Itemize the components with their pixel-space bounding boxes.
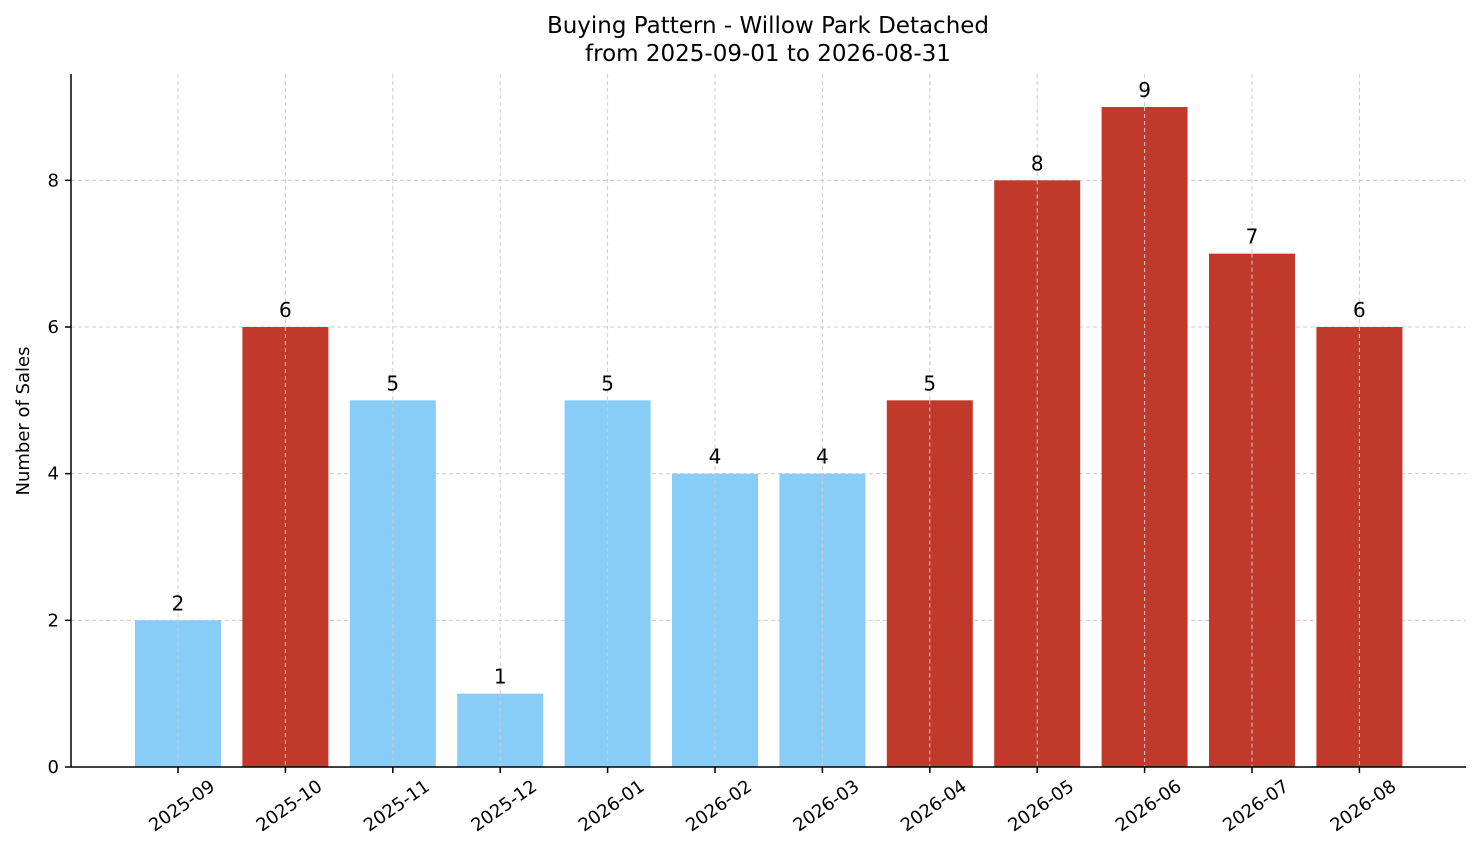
data-label: 5 (601, 371, 614, 395)
x-tick-label: 2026-03 (790, 776, 864, 836)
data-label: 4 (709, 445, 722, 469)
chart-subtitle: from 2025-09-01 to 2026-08-31 (585, 41, 951, 67)
x-tick-label: 2026-07 (1219, 776, 1293, 836)
x-tick-label: 2025-11 (360, 776, 434, 836)
x-tick-label: 2026-06 (1112, 776, 1186, 836)
x-tick-label: 2026-01 (575, 776, 649, 836)
x-tick-label: 2026-08 (1327, 776, 1401, 836)
y-tick-label: 2 (48, 610, 59, 631)
data-label: 4 (816, 445, 829, 469)
bar-2026-05 (994, 180, 1081, 768)
x-tick-label: 2025-12 (467, 776, 541, 836)
data-label: 6 (1353, 298, 1366, 322)
data-labels: 2 6 5 1 5 4 4 5 8 9 7 6 (172, 78, 1366, 689)
y-tick-label: 4 (48, 464, 59, 485)
bar-2026-02 (672, 473, 758, 767)
data-label: 5 (923, 371, 936, 395)
data-label: 5 (386, 371, 399, 395)
y-axis-label: Number of Sales (13, 346, 34, 495)
chart-title: Buying Pattern - Willow Park Detached (547, 13, 989, 39)
data-label: 9 (1138, 78, 1151, 102)
data-label: 1 (494, 665, 507, 689)
data-label: 7 (1246, 225, 1259, 249)
x-tick-label: 2025-10 (253, 776, 327, 836)
x-tick-label: 2026-04 (897, 776, 971, 836)
y-tick-label: 8 (48, 170, 59, 191)
x-tick-label: 2026-05 (1004, 776, 1078, 836)
y-tick-label: 6 (48, 317, 59, 338)
x-tick-label: 2025-09 (145, 776, 219, 836)
data-label: 8 (1031, 151, 1044, 175)
data-label: 6 (279, 298, 292, 322)
axes (70, 74, 1466, 768)
y-tick-label: 0 (48, 757, 59, 778)
x-tick-label: 2026-02 (682, 776, 756, 836)
data-label: 2 (172, 591, 185, 615)
bars (135, 107, 1403, 768)
bar-2026-03 (779, 473, 866, 767)
